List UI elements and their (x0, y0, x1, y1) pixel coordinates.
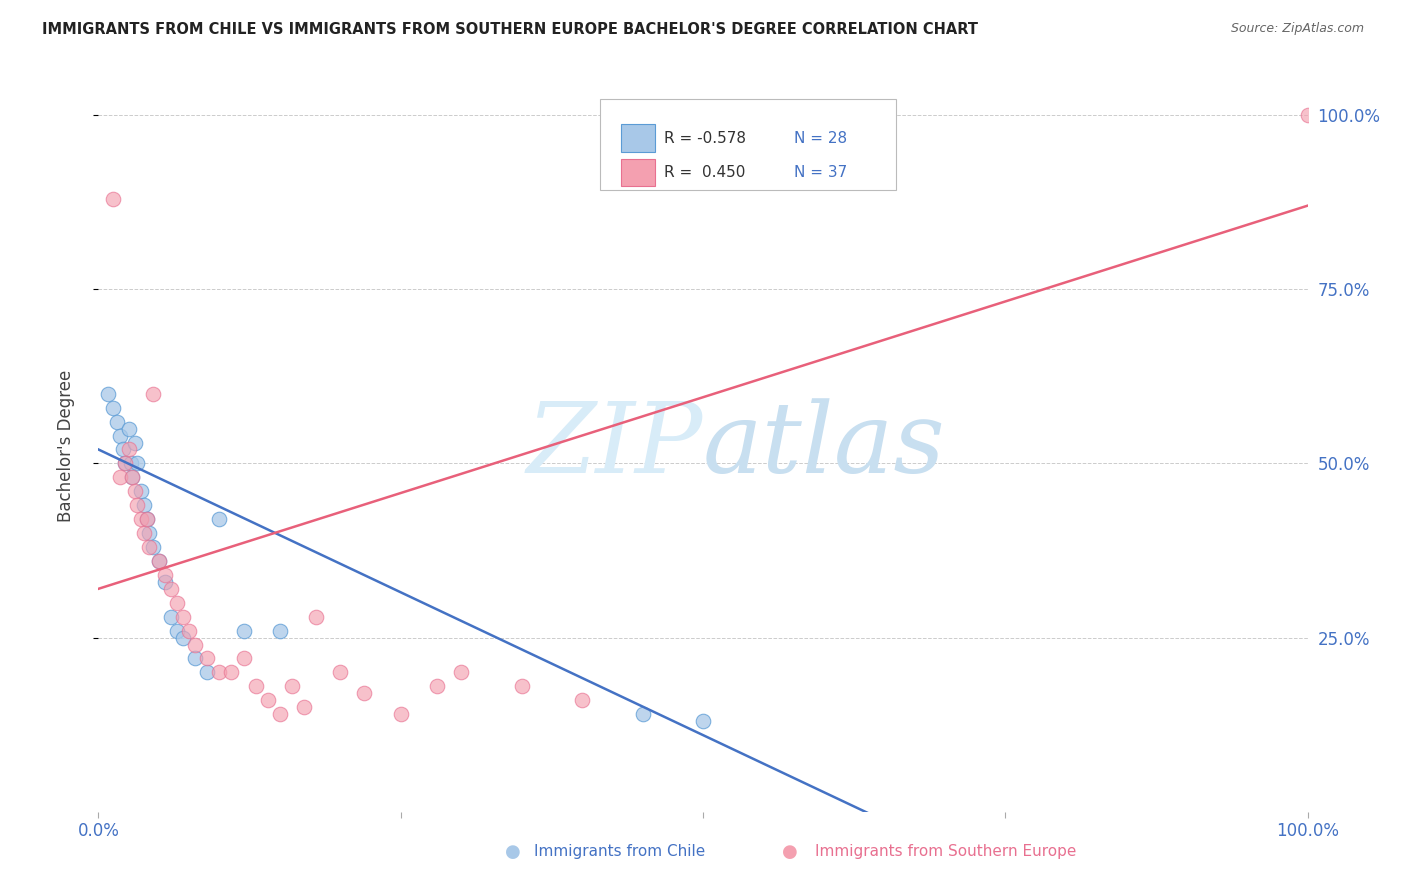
Point (160, 609, 183, 624)
Point (166, 596, 188, 610)
Point (571, 693, 593, 707)
Point (195, 665, 218, 680)
Point (121, 470, 143, 484)
Point (108, 428, 131, 442)
Point (142, 540, 165, 554)
Point (135, 512, 157, 526)
Text: atlas: atlas (703, 399, 946, 493)
Point (329, 665, 352, 680)
Point (97, 386, 120, 401)
Text: Source: ZipAtlas.com: Source: ZipAtlas.com (1230, 22, 1364, 36)
Point (269, 624, 291, 638)
Point (134, 526, 156, 541)
Point (172, 609, 194, 624)
Point (118, 421, 141, 435)
Point (101, 401, 124, 415)
Point (153, 574, 176, 589)
FancyBboxPatch shape (600, 99, 897, 190)
Point (184, 638, 207, 652)
Point (114, 457, 136, 471)
Point (450, 665, 472, 680)
Point (221, 665, 243, 680)
Text: R =  0.450: R = 0.450 (664, 165, 745, 180)
Y-axis label: Bachelor's Degree: Bachelor's Degree (56, 370, 75, 522)
Point (101, 192, 124, 206)
Text: Immigrants from Southern Europe: Immigrants from Southern Europe (815, 845, 1077, 859)
Text: IMMIGRANTS FROM CHILE VS IMMIGRANTS FROM SOUTHERN EUROPE BACHELOR'S DEGREE CORRE: IMMIGRANTS FROM CHILE VS IMMIGRANTS FROM… (42, 22, 979, 37)
Point (245, 679, 267, 693)
Point (134, 498, 156, 512)
Text: ●: ● (505, 843, 522, 861)
Point (138, 540, 160, 554)
Point (124, 435, 146, 450)
Point (135, 512, 157, 526)
Point (142, 386, 165, 401)
Point (105, 415, 128, 429)
Point (232, 624, 254, 638)
Point (208, 665, 231, 680)
Point (111, 442, 134, 457)
Point (292, 700, 315, 714)
Point (179, 624, 201, 638)
Point (148, 554, 170, 568)
Point (160, 582, 183, 596)
Point (172, 631, 194, 645)
Point (692, 714, 714, 728)
Point (124, 484, 146, 499)
Point (114, 457, 136, 471)
Point (232, 651, 254, 665)
Text: N = 37: N = 37 (793, 165, 846, 180)
Point (269, 707, 291, 722)
Text: Immigrants from Chile: Immigrants from Chile (534, 845, 706, 859)
Point (1296, 108, 1319, 122)
Point (120, 457, 142, 471)
Point (127, 457, 149, 471)
Point (148, 554, 170, 568)
Point (305, 609, 328, 624)
Text: N = 28: N = 28 (793, 130, 846, 145)
Point (389, 707, 412, 722)
Point (166, 624, 188, 638)
Point (195, 651, 218, 665)
Point (153, 567, 176, 582)
Point (631, 707, 654, 722)
Point (426, 679, 449, 693)
Bar (621, 159, 655, 186)
Bar (621, 124, 655, 152)
Point (281, 679, 304, 693)
Point (129, 512, 152, 526)
Text: R = -0.578: R = -0.578 (664, 130, 747, 145)
Point (108, 470, 131, 484)
Point (121, 470, 143, 484)
Point (118, 442, 141, 457)
Point (127, 498, 149, 512)
Text: ZIP: ZIP (527, 399, 703, 493)
Point (138, 526, 160, 541)
Point (256, 693, 278, 707)
Text: ●: ● (782, 843, 799, 861)
Point (208, 512, 231, 526)
Point (510, 679, 533, 693)
Point (353, 686, 375, 700)
Point (184, 651, 207, 665)
Point (129, 484, 152, 499)
